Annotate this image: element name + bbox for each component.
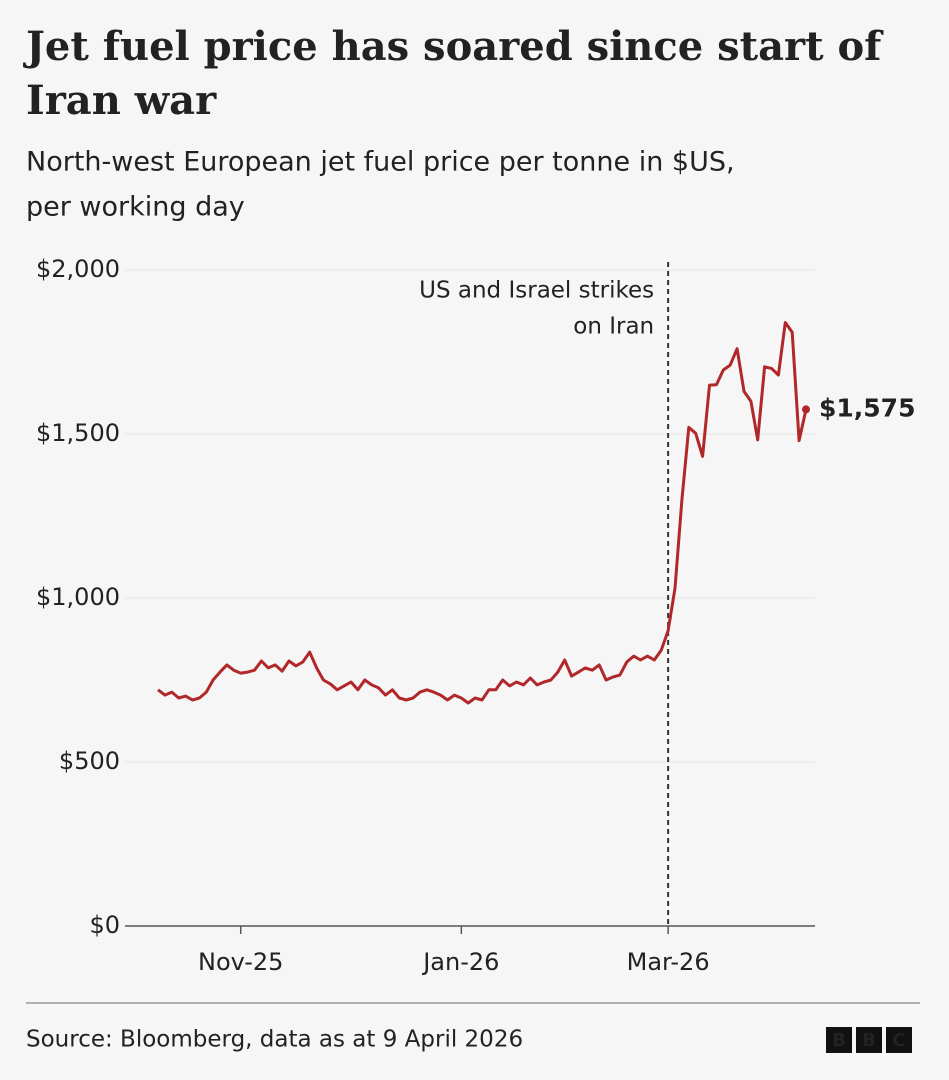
price-line <box>157 321 808 705</box>
chart-subtitle: North-west European jet fuel price per t… <box>26 147 735 178</box>
logo-letter: B <box>862 1030 876 1051</box>
x-tick-label: Jan-26 <box>421 948 499 976</box>
logo-letter: B <box>832 1030 846 1051</box>
y-tick-label: $0 <box>89 911 120 939</box>
end-point <box>802 405 810 414</box>
annotation: US and Israel strikes <box>419 278 654 304</box>
x-tick-label: Mar-26 <box>627 948 710 976</box>
logo-box <box>826 1027 852 1053</box>
x-tick-label: Nov-25 <box>198 948 283 976</box>
chart-subtitle: per working day <box>26 192 245 223</box>
y-tick-label: $2,000 <box>36 255 120 283</box>
logo-box <box>886 1027 912 1053</box>
annotation: on Iran <box>573 314 654 340</box>
y-tick-label: $1,000 <box>36 583 120 611</box>
logo-letter: C <box>892 1030 905 1051</box>
chart-title: Iran war <box>26 77 217 124</box>
value-label: $1,575 <box>819 393 915 422</box>
source: Source: Bloomberg, data as at 9 April 20… <box>26 1027 523 1053</box>
y-tick-label: $1,500 <box>36 419 120 447</box>
y-tick-label: $500 <box>59 747 120 775</box>
chart-title: Jet fuel price has soared since start of <box>23 23 884 70</box>
logo-box <box>856 1027 882 1053</box>
